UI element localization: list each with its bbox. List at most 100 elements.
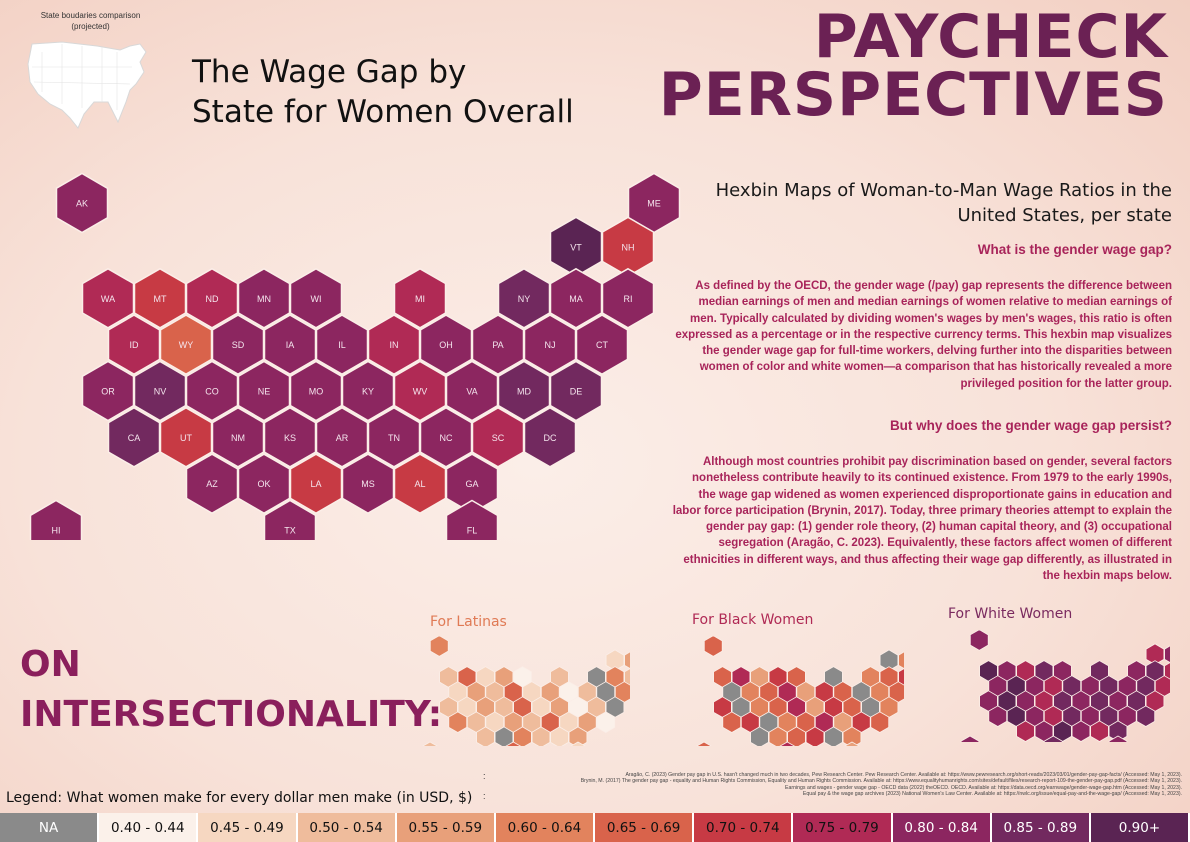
hex-ok [237,453,291,515]
hex-label-ut: UT [180,433,192,443]
hex-tx [263,499,317,540]
legend-bin: 0.65 - 0.69 [595,813,695,842]
hex-or [81,360,135,422]
hex-label-ks: KS [284,433,296,443]
hex-label-nm: NM [231,433,245,443]
reference-2: Brynin, M. (2017) The gender pay gap - e… [580,778,1182,785]
small-hex [1071,720,1091,742]
hex-label-dc: DC [544,433,557,443]
inset-caption: State boudaries comparison (projected) [28,10,153,32]
hex-label-sc: SC [492,433,505,443]
hex-label-hi: HI [52,526,61,536]
hex-label-nh: NH [622,242,635,252]
question-why: But why does the gender wage gap persist… [889,418,1172,433]
small-hex [494,726,514,746]
intersectionality-line1: ON [20,644,81,685]
hex-ks [263,406,317,468]
hex-wy [159,314,213,375]
references: Aragão, C. (2023) Gender pay gap in U.S.… [482,772,1182,798]
legend-title: Legend: What women make for every dollar… [6,790,473,806]
small-hex [1016,720,1035,742]
legend-bin: 0.45 - 0.49 [198,813,298,842]
hex-oh [419,314,473,375]
hex-label-in: IN [390,340,399,350]
hex-label-wi: WI [311,294,322,304]
hex-fl [445,499,499,540]
hex-ia [263,314,317,375]
black-women-title: For Black Women [692,612,814,628]
hex-ut [159,406,213,468]
legend-bar: NA 0.40 - 0.44 0.45 - 0.49 0.50 - 0.54 0.55 … [0,813,1190,842]
hex-mt [133,267,187,329]
hex-nd [185,267,239,329]
paragraph-what: As defined by the OECD, the gender wage … [675,280,1172,390]
small-hex [448,711,468,733]
hex-label-al: AL [414,479,425,489]
hex-label-ny: NY [518,294,531,304]
hex-label-ar: AR [336,433,349,443]
small-hex [513,726,532,746]
hex-label-wy: WY [179,340,194,350]
small-hex [750,726,769,746]
hex-mi [393,267,447,329]
hex-ky [341,360,395,422]
hex-label-tn: TN [388,433,400,443]
small-hex [1090,720,1109,742]
hex-label-ne: NE [258,386,271,396]
small-hex [824,726,843,746]
small-hex [960,735,980,742]
hex-ak [55,172,109,234]
hex-pa [471,314,525,375]
hex-wa [81,267,135,329]
small-hex [1043,735,1063,742]
hex-label-or: OR [101,386,115,396]
legend-bin: 0.90+ [1090,813,1190,842]
small-hex [568,726,588,746]
legend-bin: 0.80 - 0.84 [892,813,992,842]
hex-label-mn: MN [257,294,271,304]
hex-md [497,360,551,422]
hex-al [393,453,447,515]
small-hex [898,651,904,669]
hex-label-ma: MA [569,294,583,304]
hex-id [107,314,161,375]
small-hex [422,741,438,746]
hex-label-il: IL [338,340,346,350]
hexbin-map-white-women [960,630,1170,742]
small-hex [1117,705,1137,727]
hex-label-ri: RI [624,294,633,304]
hex-label-az: AZ [206,479,218,489]
hex-label-mt: MT [154,294,167,304]
hex-nj [523,314,577,375]
hex-ms [341,453,395,515]
small-hex [888,681,904,703]
hex-ca [107,406,161,468]
hexbin-map-overall: AK ME VT NH WA MT ND MN WI MI NY MA RI ID WY SD IA IL IN OH… [29,172,681,540]
small-hex [577,711,597,733]
hex-mn [237,267,291,329]
small-hex [969,630,989,651]
hex-label-ga: GA [465,479,478,489]
reference-1: Aragão, C. (2023) Gender pay gap in U.S.… [625,772,1182,778]
small-hex [696,741,712,746]
hex-az [185,453,239,515]
inset-caption-line1: State boudaries comparison [40,11,141,20]
small-hex [476,726,495,746]
hex-label-ky: KY [362,386,374,396]
hex-sc [471,406,525,468]
hex-in [367,314,421,375]
hex-sd [211,314,265,375]
small-hex [805,726,825,746]
small-hex [779,741,796,746]
hex-label-sd: SD [232,340,245,350]
hex-ma [549,267,603,329]
subtitle: Hexbin Maps of Woman-to-Man Wage Ratios … [715,180,1172,226]
page-title: The Wage Gap by State for Women Overall [192,52,574,132]
hex-label-co: CO [205,386,219,396]
latinas-title: For Latinas [430,614,507,630]
hex-label-md: MD [517,386,531,396]
legend-bin: 0.85 - 0.89 [991,813,1091,842]
hex-label-nv: NV [154,386,167,396]
reference-3: Earnings and wages - gender wage gap - O… [785,784,1182,791]
hex-ar [315,406,369,468]
